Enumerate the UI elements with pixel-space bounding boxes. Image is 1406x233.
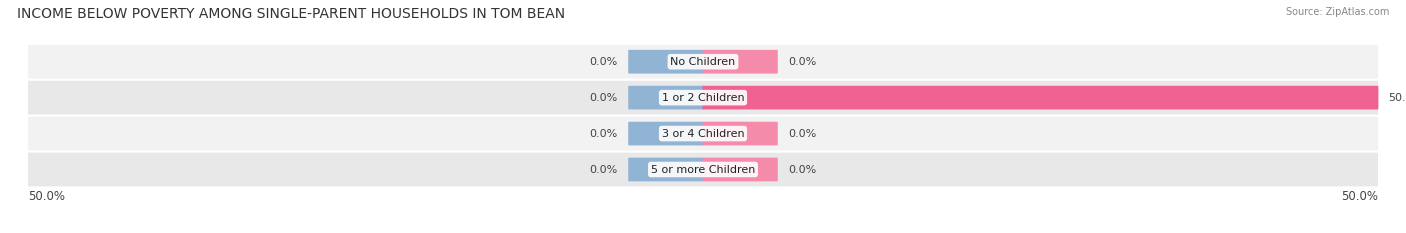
Text: 50.0%: 50.0% [1341, 190, 1378, 203]
Text: 0.0%: 0.0% [787, 164, 817, 175]
FancyBboxPatch shape [703, 50, 778, 74]
Text: 1 or 2 Children: 1 or 2 Children [662, 93, 744, 103]
FancyBboxPatch shape [703, 86, 1378, 110]
Text: 5 or more Children: 5 or more Children [651, 164, 755, 175]
FancyBboxPatch shape [703, 158, 778, 181]
Text: 3 or 4 Children: 3 or 4 Children [662, 129, 744, 139]
Text: 0.0%: 0.0% [589, 93, 619, 103]
Text: 0.0%: 0.0% [787, 57, 817, 67]
Text: 0.0%: 0.0% [589, 129, 619, 139]
FancyBboxPatch shape [628, 86, 703, 110]
Text: 0.0%: 0.0% [589, 57, 619, 67]
Text: 0.0%: 0.0% [589, 164, 619, 175]
FancyBboxPatch shape [28, 117, 1378, 151]
FancyBboxPatch shape [628, 158, 703, 181]
Text: No Children: No Children [671, 57, 735, 67]
FancyBboxPatch shape [28, 45, 1378, 79]
Text: 0.0%: 0.0% [787, 129, 817, 139]
FancyBboxPatch shape [628, 122, 703, 145]
FancyBboxPatch shape [28, 153, 1378, 186]
Text: 50.0%: 50.0% [1389, 93, 1406, 103]
FancyBboxPatch shape [28, 81, 1378, 115]
Text: Source: ZipAtlas.com: Source: ZipAtlas.com [1285, 7, 1389, 17]
Text: INCOME BELOW POVERTY AMONG SINGLE-PARENT HOUSEHOLDS IN TOM BEAN: INCOME BELOW POVERTY AMONG SINGLE-PARENT… [17, 7, 565, 21]
FancyBboxPatch shape [703, 122, 778, 145]
FancyBboxPatch shape [628, 50, 703, 74]
Text: 50.0%: 50.0% [28, 190, 65, 203]
